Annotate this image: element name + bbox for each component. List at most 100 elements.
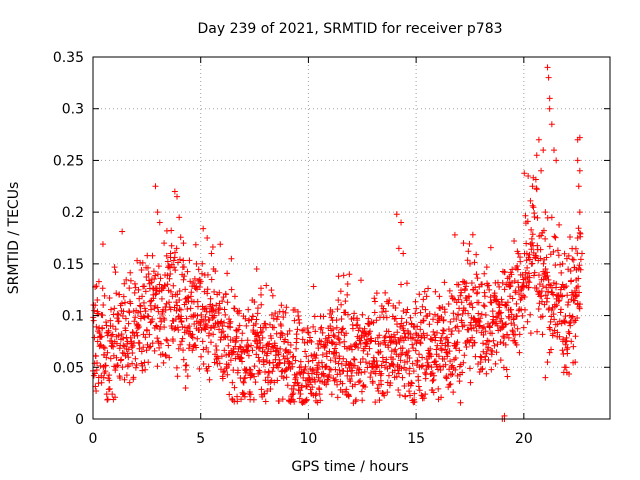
data-point [204, 367, 211, 374]
data-point [171, 249, 178, 256]
data-point [342, 298, 349, 305]
data-point [326, 366, 333, 373]
data-point [192, 241, 199, 248]
data-point [452, 354, 459, 361]
data-point [149, 340, 156, 347]
data-point [524, 264, 531, 271]
data-point [93, 283, 100, 290]
data-point [548, 214, 555, 221]
data-point [198, 353, 205, 360]
data-point [480, 302, 487, 309]
data-point [173, 364, 180, 371]
data-point [522, 269, 529, 276]
data-point [221, 319, 228, 326]
data-point [301, 367, 308, 374]
data-point [391, 348, 398, 355]
data-point [199, 260, 206, 267]
data-point [238, 396, 245, 403]
data-point [227, 357, 234, 364]
data-point [225, 342, 232, 349]
data-point [170, 257, 177, 264]
data-point [498, 315, 505, 322]
data-point [328, 314, 335, 321]
y-tick-label: 0.15 [53, 257, 84, 273]
data-point [435, 385, 442, 392]
data-point [378, 381, 385, 388]
data-point [157, 275, 164, 282]
data-point [258, 285, 265, 292]
data-point [383, 356, 390, 363]
data-point [102, 368, 109, 375]
data-point [517, 258, 524, 265]
data-point [152, 183, 159, 190]
data-point [530, 204, 537, 211]
data-point [204, 271, 211, 278]
data-point [402, 333, 409, 340]
data-point [171, 264, 178, 271]
data-point [234, 351, 241, 358]
data-point [492, 360, 499, 367]
data-point [208, 276, 215, 283]
data-point [246, 366, 253, 373]
data-point [523, 250, 530, 257]
data-point [253, 351, 260, 358]
data-point [158, 295, 165, 302]
data-point [514, 325, 521, 332]
data-point [513, 341, 520, 348]
data-point [289, 363, 296, 370]
data-point [195, 266, 202, 273]
data-point [501, 412, 508, 419]
data-point [465, 310, 472, 317]
data-point [557, 261, 564, 268]
data-point [327, 323, 334, 330]
data-point [114, 310, 121, 317]
data-point [575, 183, 582, 190]
data-point [334, 394, 341, 401]
data-point [412, 347, 419, 354]
data-point [353, 322, 360, 329]
data-point [179, 323, 186, 330]
x-axis-label: GPS time / hours [291, 459, 408, 475]
data-point [166, 299, 173, 306]
data-point [456, 347, 463, 354]
data-point [104, 349, 111, 356]
data-point [354, 321, 361, 328]
data-point [435, 353, 442, 360]
data-point [258, 291, 265, 298]
data-point [476, 322, 483, 329]
data-point [344, 311, 351, 318]
data-point [442, 361, 449, 368]
data-point [305, 329, 312, 336]
data-point [558, 269, 565, 276]
data-point [163, 336, 170, 343]
data-point [516, 331, 523, 338]
data-point [147, 343, 154, 350]
data-point [256, 367, 263, 374]
data-point [486, 324, 493, 331]
data-point [115, 332, 122, 339]
data-point [417, 339, 424, 346]
data-point [242, 315, 249, 322]
data-point [149, 252, 156, 259]
data-point [447, 358, 454, 365]
data-point [533, 186, 540, 193]
data-point [127, 300, 134, 307]
data-point [422, 306, 429, 313]
data-point [244, 370, 251, 377]
data-point [540, 227, 547, 234]
data-point [370, 319, 377, 326]
data-point [431, 311, 438, 318]
data-point [361, 368, 368, 375]
data-point [327, 357, 334, 364]
data-point [483, 264, 490, 271]
data-point [191, 320, 198, 327]
data-point [357, 359, 364, 366]
data-point [200, 225, 207, 232]
data-point [259, 393, 266, 400]
data-point [280, 314, 287, 321]
data-point [536, 281, 543, 288]
data-point [407, 314, 414, 321]
data-point [98, 342, 105, 349]
data-point [345, 393, 352, 400]
data-point [127, 334, 134, 341]
